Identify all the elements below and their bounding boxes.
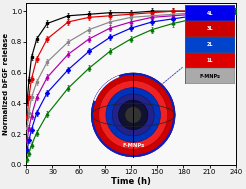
Y-axis label: Normalized bFGF relelase: Normalized bFGF relelase [3, 33, 10, 135]
X-axis label: Time (h): Time (h) [111, 177, 151, 186]
